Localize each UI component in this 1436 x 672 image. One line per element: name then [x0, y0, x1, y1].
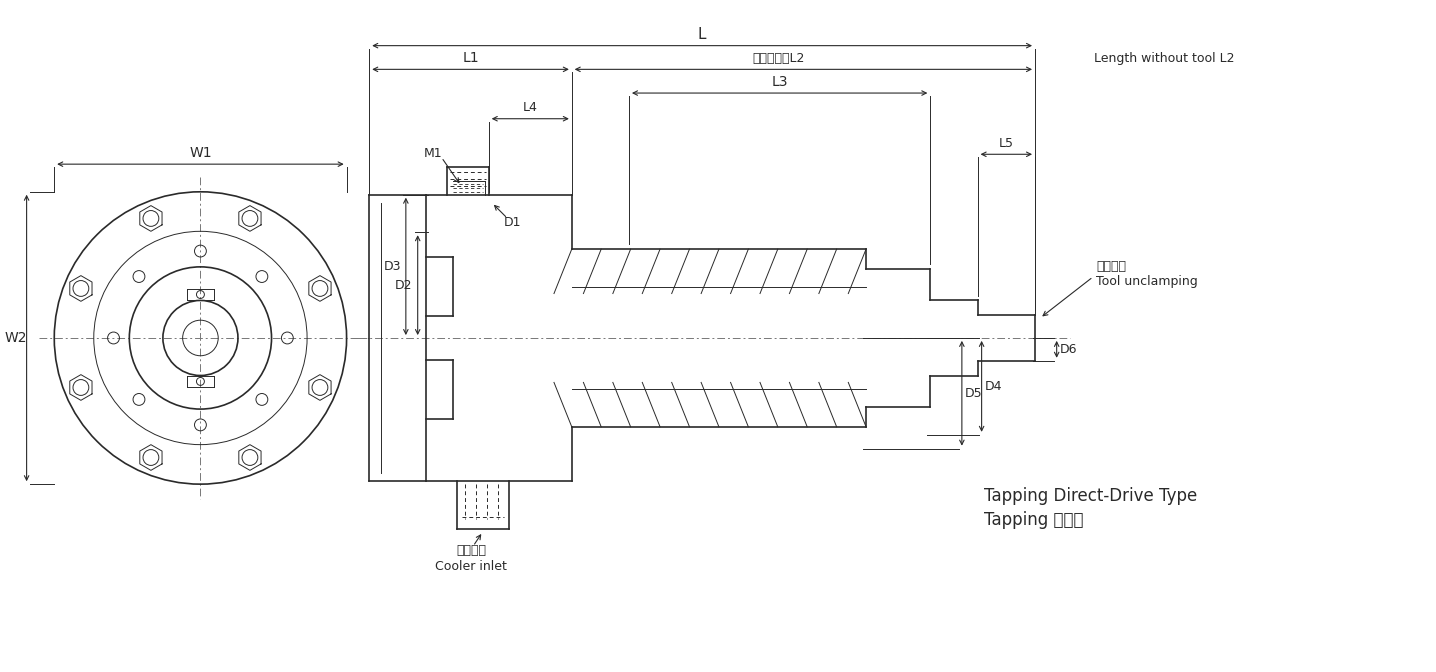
Text: D2: D2: [395, 279, 412, 292]
Text: 冷卻油入: 冷卻油入: [457, 544, 485, 557]
Text: 無刀具時　L2: 無刀具時 L2: [752, 52, 804, 65]
Text: L4: L4: [523, 101, 537, 114]
Text: D6: D6: [1060, 343, 1077, 356]
Text: W2: W2: [4, 331, 27, 345]
Text: W1: W1: [190, 146, 211, 161]
Text: Cooler inlet: Cooler inlet: [435, 560, 507, 573]
Text: Tapping 直結式: Tapping 直結式: [984, 511, 1083, 529]
Text: 打刀位置: 打刀位置: [1096, 260, 1126, 274]
Text: D4: D4: [985, 380, 1002, 393]
Text: L5: L5: [999, 137, 1014, 150]
Text: L3: L3: [771, 75, 788, 89]
Text: D1: D1: [504, 216, 521, 229]
Text: Tool unclamping: Tool unclamping: [1096, 275, 1198, 288]
Text: L1: L1: [462, 52, 478, 65]
Text: Length without tool L2: Length without tool L2: [1094, 52, 1235, 65]
Text: D3: D3: [383, 260, 401, 273]
Text: Tapping Direct-Drive Type: Tapping Direct-Drive Type: [984, 487, 1196, 505]
Text: L: L: [698, 28, 707, 42]
Text: M1: M1: [424, 146, 442, 160]
Text: D5: D5: [965, 387, 982, 400]
